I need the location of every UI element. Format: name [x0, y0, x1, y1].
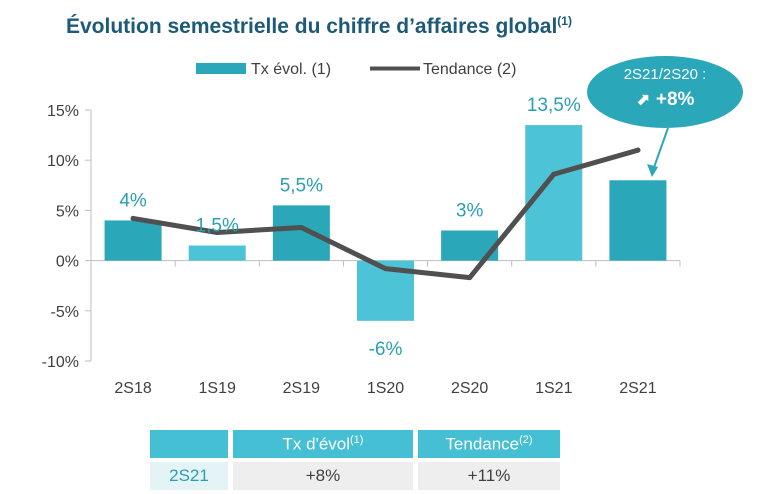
- summary-header-row: Tx d'évol(1) Tendance(2): [150, 430, 560, 458]
- y-tick-label: 0%: [56, 254, 79, 271]
- callout-pointer-head: [647, 164, 658, 177]
- data-label-1s21: 13,5%: [527, 95, 581, 116]
- bar-series: [104, 125, 667, 321]
- bar-2s19: [272, 205, 330, 261]
- data-label-2s20: 3%: [456, 200, 484, 221]
- data-label-2s18: 4%: [119, 190, 147, 211]
- trend-point-2s20: [467, 275, 473, 281]
- trend-point-2s19: [298, 224, 304, 230]
- y-tick-label: 10%: [47, 153, 79, 170]
- x-tick-label-2s19: 2S19: [283, 380, 320, 397]
- chart-title-text: Évolution semestrielle du chiffre d’affa…: [66, 15, 558, 38]
- y-tick-label: -5%: [51, 304, 79, 321]
- summary-header-trend: Tendance(2): [418, 430, 560, 458]
- callout-value-row: ⬈ +8%: [587, 89, 743, 111]
- summary-header-trend-note: (2): [519, 433, 533, 446]
- bar-2s21: [609, 180, 667, 261]
- callout-title: 2S21/2S20 :: [623, 66, 707, 83]
- x-tick-label-2s18: 2S18: [114, 380, 151, 397]
- summary-header-trend-text: Tendance: [445, 434, 520, 454]
- trend-point-1s19: [214, 229, 220, 235]
- summary-header-evol-text: Tx d'évol: [282, 434, 351, 454]
- summary-data-row: 2S21 +8% +11%: [150, 462, 560, 490]
- summary-row-label: 2S21: [150, 462, 228, 490]
- trend-point-2s18: [130, 215, 136, 221]
- bar-2s18: [104, 220, 162, 261]
- legend: Tx évol. (1) Tendance (2): [196, 61, 516, 78]
- y-axis: 15% 10% 5% 0% -5% -10%: [42, 103, 92, 371]
- summary-table: Tx d'évol(1) Tendance(2) 2S21 +8% +11%: [145, 426, 565, 494]
- arrow-up-right-icon: ⬈: [635, 90, 650, 109]
- callout-value: +8%: [655, 89, 695, 110]
- x-tick-label-2s20: 2S20: [451, 380, 488, 397]
- legend-bar-label: Tx évol. (1): [251, 61, 331, 78]
- summary-value-trend: +11%: [418, 462, 560, 490]
- x-axis: 2S18 1S19 2S19 1S20 2S20 1S21 2S21: [90, 260, 681, 397]
- trend-point-2s21: [635, 147, 641, 153]
- data-label-1s19: 1,5%: [196, 216, 239, 237]
- callout-bubble: 2S21/2S20 : ⬈ +8%: [587, 56, 743, 128]
- trend-series: [130, 147, 641, 281]
- chart-title: Évolution semestrielle du chiffre d’affa…: [66, 14, 572, 39]
- y-tick-label: -10%: [42, 354, 79, 371]
- x-tick-label-1s21: 1S21: [535, 380, 572, 397]
- x-tick-label-1s20: 1S20: [367, 380, 404, 397]
- x-tick-label-1s19: 1S19: [199, 380, 236, 397]
- bar-1s21: [525, 125, 583, 261]
- data-label-1s20: -6%: [369, 339, 403, 360]
- summary-header-empty: [150, 430, 228, 458]
- summary-header-evol-note: (1): [350, 433, 364, 446]
- chart-title-note: (1): [557, 14, 572, 28]
- trend-point-1s20: [383, 266, 388, 272]
- data-label-2s19: 5,5%: [280, 175, 323, 196]
- summary-value-evol: +8%: [233, 462, 413, 490]
- x-tick-label-2s21: 2S21: [619, 380, 656, 397]
- y-tick-label: 15%: [47, 103, 79, 120]
- y-tick-label: 5%: [56, 203, 79, 220]
- legend-line-label: Tendance (2): [423, 61, 516, 78]
- summary-header-evol: Tx d'évol(1): [233, 430, 413, 458]
- legend-bar-swatch: [196, 63, 246, 74]
- callout-pointer: [651, 127, 669, 174]
- bar-1s19: [188, 245, 246, 261]
- trend-point-1s21: [551, 171, 557, 177]
- data-labels: 4% 1,5% 5,5% -6% 3% 13,5%: [119, 95, 580, 360]
